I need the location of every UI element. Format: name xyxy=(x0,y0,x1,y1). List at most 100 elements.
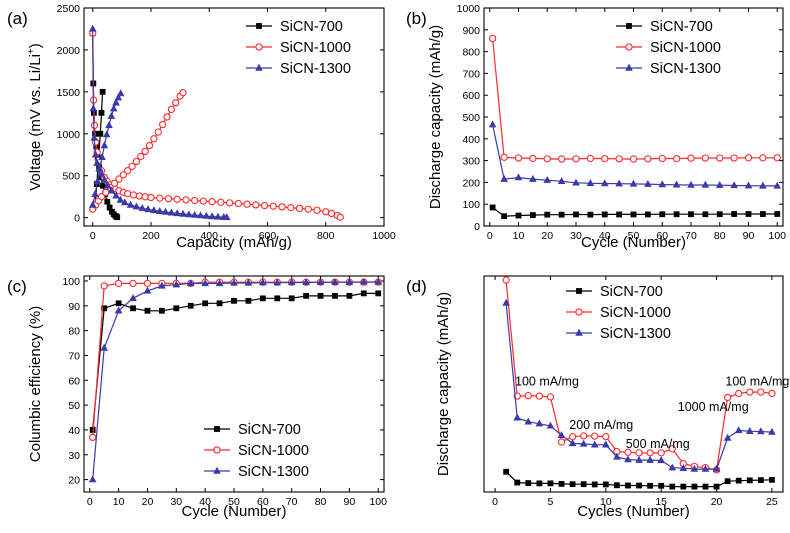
data-point xyxy=(730,154,738,162)
data-point xyxy=(629,179,638,187)
data-point xyxy=(182,196,190,204)
plot-frame xyxy=(83,275,385,493)
data-point xyxy=(110,179,119,187)
data-point xyxy=(304,205,312,213)
data-point xyxy=(536,480,543,487)
data-point xyxy=(759,181,767,189)
y-tick-label: 40 xyxy=(68,425,80,437)
data-point xyxy=(514,173,523,181)
data-point xyxy=(616,211,623,218)
data-point xyxy=(93,158,101,166)
legend-label: SiCN-700 xyxy=(238,422,301,438)
data-point xyxy=(173,195,181,203)
legend: SiCN-700 SiCN-1000 SiCN-1300 xyxy=(616,19,721,77)
data-point xyxy=(744,154,753,162)
data-point xyxy=(336,213,344,221)
data-point xyxy=(488,34,497,43)
series-SiCN-1000 xyxy=(488,34,781,163)
data-point xyxy=(156,194,164,202)
data-point xyxy=(109,104,118,112)
data-point xyxy=(303,292,310,299)
data-point xyxy=(636,482,642,489)
data-point xyxy=(657,456,665,464)
legend-marker xyxy=(213,466,221,474)
data-point xyxy=(124,167,132,175)
data-point xyxy=(580,432,588,440)
data-point xyxy=(201,279,209,287)
x-tick-label: 70 xyxy=(685,230,697,242)
data-point xyxy=(746,388,754,396)
data-point xyxy=(745,427,754,434)
data-point xyxy=(208,198,216,206)
data-point xyxy=(316,277,325,285)
data-point xyxy=(615,155,623,163)
data-point xyxy=(173,305,180,312)
data-point xyxy=(322,208,330,216)
legend-label: SiCN-1000 xyxy=(650,40,721,56)
series-SiCN-700 xyxy=(503,468,775,490)
data-point xyxy=(515,212,522,219)
data-point xyxy=(691,483,698,490)
y-axis-label: Columbic efficiency (%) xyxy=(27,306,44,462)
data-point xyxy=(222,213,231,221)
data-point xyxy=(288,295,295,302)
data-point xyxy=(629,155,638,163)
data-point xyxy=(716,211,723,218)
data-point xyxy=(673,211,680,218)
x-tick-label: 200 xyxy=(142,230,160,242)
data-point xyxy=(98,153,106,160)
y-tick-label: 700 xyxy=(462,68,480,80)
x-tick-label: 30 xyxy=(570,230,582,242)
data-point xyxy=(757,477,764,484)
series-SiCN-1300 xyxy=(88,24,231,221)
data-point xyxy=(546,421,555,429)
data-point xyxy=(543,155,551,163)
data-point xyxy=(731,211,738,217)
data-point xyxy=(112,191,120,199)
data-point xyxy=(191,196,199,205)
data-point xyxy=(115,175,123,183)
x-tick-label: 20 xyxy=(142,496,154,508)
panel-d: (d) 0 5 10 15 20 25 Cycles (Number) Discharge ca… xyxy=(406,275,789,520)
legend: SiCN-700 SiCN-1000 SiCN-1300 xyxy=(246,19,351,77)
y-tick-label: 800 xyxy=(462,47,480,59)
data-point xyxy=(137,152,145,161)
legend-label: SiCN-1000 xyxy=(280,40,351,56)
data-point xyxy=(586,154,595,163)
data-point xyxy=(199,197,208,205)
data-point xyxy=(132,157,141,166)
series-SiCN-1300 xyxy=(502,298,776,472)
data-point xyxy=(287,203,295,212)
data-point xyxy=(163,113,171,121)
data-point xyxy=(90,133,99,141)
y-tick-label: 60 xyxy=(68,375,80,387)
legend-label: SiCN-1300 xyxy=(650,61,721,77)
data-point xyxy=(104,181,112,189)
y-tick-label: 30 xyxy=(68,450,80,462)
data-point xyxy=(154,128,162,136)
x-tick-label: 90 xyxy=(743,230,755,242)
data-point xyxy=(759,154,767,162)
data-point xyxy=(713,483,720,490)
data-point xyxy=(259,278,267,286)
data-point xyxy=(757,388,765,396)
data-point xyxy=(196,211,205,219)
data-point xyxy=(600,179,609,187)
data-point xyxy=(179,89,187,97)
y-tick-label: 1500 xyxy=(57,87,81,99)
data-point xyxy=(243,200,251,208)
data-point xyxy=(274,295,281,302)
data-point xyxy=(669,483,676,490)
data-point xyxy=(91,150,100,158)
data-point xyxy=(124,190,132,198)
data-point xyxy=(529,174,537,182)
data-point xyxy=(116,195,125,203)
legend-marker xyxy=(214,426,220,432)
series-SiCN-700 xyxy=(489,204,781,220)
data-point xyxy=(500,153,508,161)
data-point xyxy=(88,475,97,483)
x-tick-label: 40 xyxy=(199,496,211,508)
data-point xyxy=(88,200,97,208)
x-tick-label: 800 xyxy=(317,230,335,242)
